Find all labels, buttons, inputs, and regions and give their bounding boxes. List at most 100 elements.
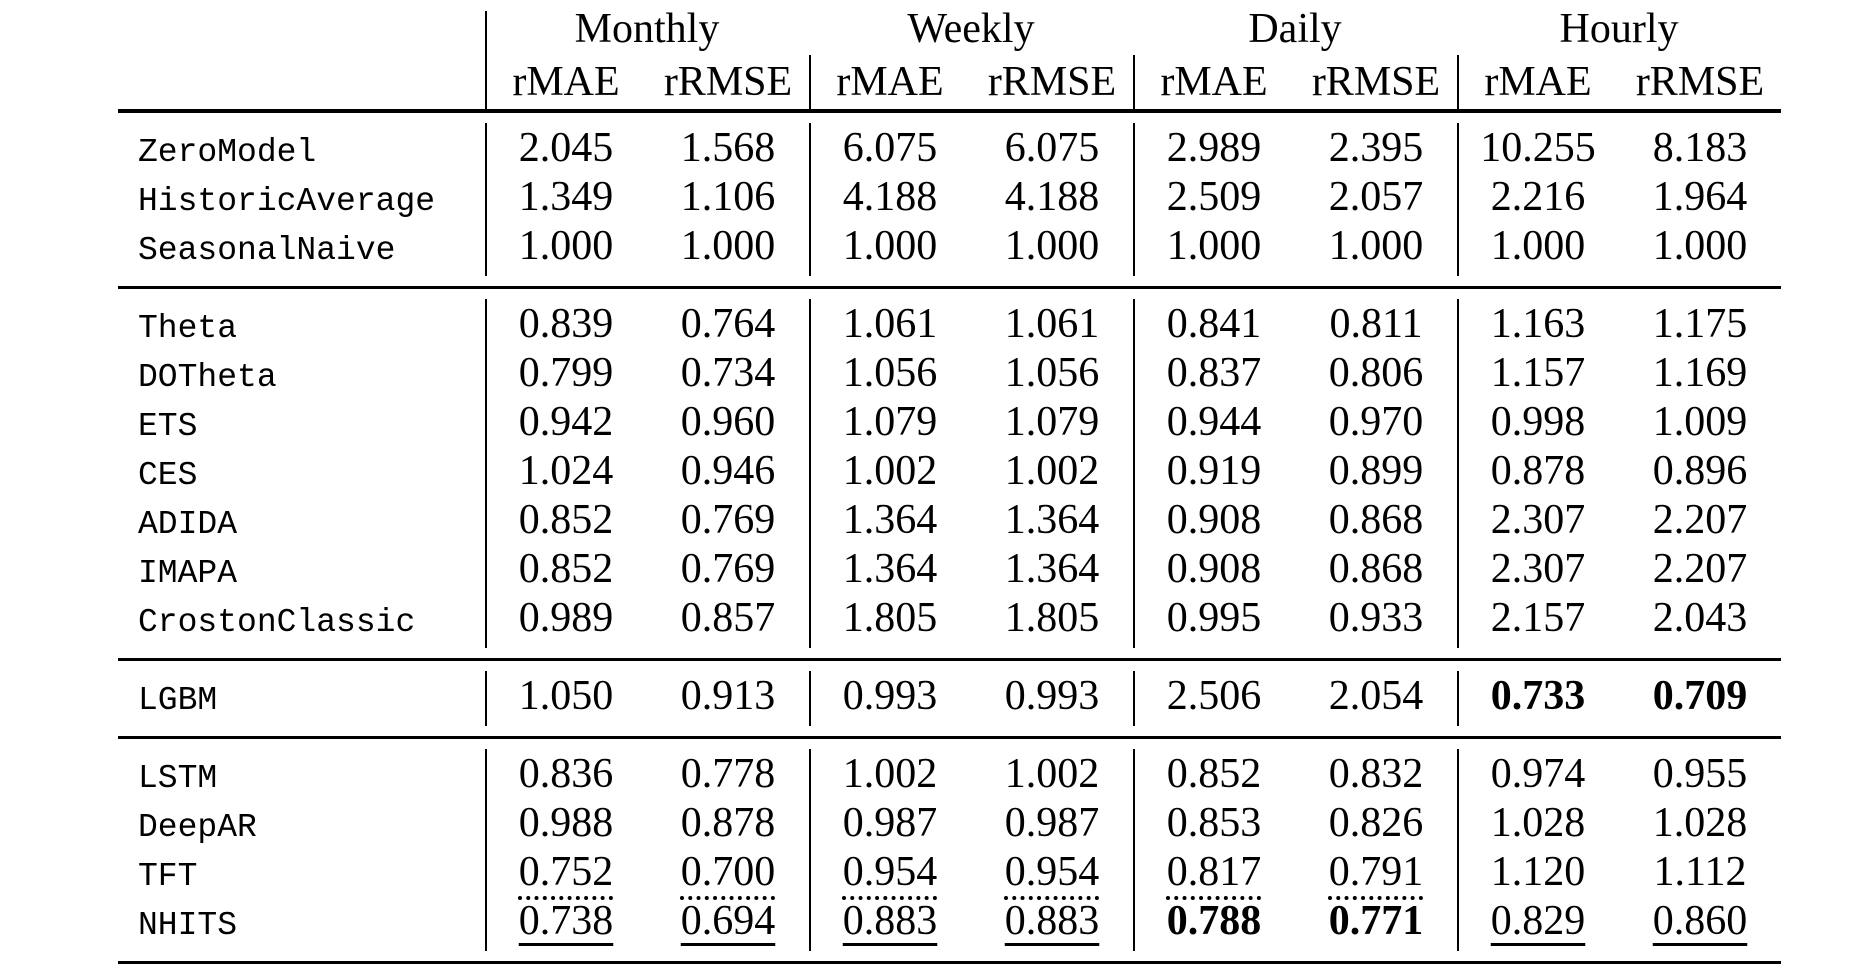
value: 0.913 [680, 673, 776, 719]
second-best-value: 0.694 [680, 898, 776, 944]
value: 0.811 [1329, 301, 1423, 347]
metric-header-hourly-rrmse: rRMSE [1635, 59, 1765, 105]
value: 0.919 [1166, 448, 1262, 494]
value-cell: 1.157 [1457, 351, 1619, 400]
value-cell: 1.050 [485, 659, 647, 738]
value: 1.169 [1652, 350, 1748, 396]
metric-header-monthly-rrmse: rRMSE [663, 59, 793, 105]
value-cell: 2.307 [1457, 547, 1619, 596]
value-cell: 2.043 [1619, 596, 1781, 660]
value-cell: 0.960 [647, 400, 809, 449]
value: 1.000 [1166, 223, 1262, 269]
third-best-value: 0.954 [842, 849, 938, 895]
value-cell: 2.395 [1295, 111, 1457, 175]
value-cell: 0.878 [1457, 449, 1619, 498]
model-name: TimeGPT [118, 963, 485, 971]
value: 1.568 [680, 125, 776, 171]
value-cell: 2.207 [1619, 498, 1781, 547]
value: 0.974 [1490, 751, 1586, 797]
value-cell: 2.307 [1457, 498, 1619, 547]
model-row: ETS 0.942 0.960 1.079 1.079 0.944 0.970 0.998 1.… [118, 400, 1781, 449]
value: 1.349 [518, 174, 614, 220]
value-cell: 0.685 [647, 963, 809, 971]
value-cell: 0.852 [485, 547, 647, 596]
model-row: ADIDA 0.852 0.769 1.364 1.364 0.908 0.868 2.307… [118, 498, 1781, 547]
value-cell: 4.188 [809, 175, 971, 224]
value: 0.734 [680, 350, 776, 396]
value: 0.908 [1166, 546, 1262, 592]
value-cell: 0.733 [1457, 659, 1619, 738]
value: 1.112 [1653, 849, 1747, 895]
value-cell: 0.852 [485, 498, 647, 547]
value: 1.805 [1004, 595, 1100, 641]
value-cell: 0.799 [485, 351, 647, 400]
table-section-1: ZeroModel 2.045 1.568 6.075 6.075 2.989 2.395 1… [118, 111, 1781, 288]
value-cell: 0.734 [647, 351, 809, 400]
model-row: CrostonClassic 0.989 0.857 1.805 1.805 0.995 0… [118, 596, 1781, 660]
metric-header-weekly-rrmse: rRMSE [987, 59, 1117, 105]
value-cell: 0.860 [1619, 899, 1781, 963]
value-cell: 1.002 [971, 449, 1133, 498]
model-name: NHITS [138, 907, 238, 944]
value: 1.028 [1490, 800, 1586, 846]
metric-header-monthly-rmae: rMAE [485, 55, 647, 111]
value: 0.769 [680, 497, 776, 543]
value: 0.933 [1328, 595, 1424, 641]
value: 1.079 [842, 399, 938, 445]
value-cell: 0.913 [647, 660, 809, 738]
benchmark-results-table: Monthly Weekly Daily Hourly rMAE rRMSE r… [118, 3, 1781, 971]
value: 2.395 [1328, 125, 1424, 171]
value-cell: 1.079 [809, 400, 971, 449]
value-cell: 0.788 [1133, 899, 1295, 963]
metric-header-daily-rmae: rMAE [1133, 55, 1295, 111]
value-cell: 1.028 [1619, 801, 1781, 850]
table-section-2: Theta 0.839 0.764 1.061 1.061 0.841 0.811 1.163… [118, 287, 1781, 660]
value: 2.506 [1166, 673, 1262, 719]
value-cell: 10.255 [1457, 111, 1619, 175]
value-cell: 0.883 [809, 899, 971, 963]
value-cell: 2.216 [1457, 175, 1619, 224]
value-cell: 1.000 [971, 224, 1133, 288]
value: 1.805 [842, 595, 938, 641]
value-cell: 0.832 [1295, 738, 1457, 802]
value: 0.799 [518, 350, 614, 396]
value: 2.216 [1490, 174, 1586, 220]
second-best-value: 0.738 [518, 898, 614, 944]
model-row: Theta 0.839 0.764 1.061 1.061 0.841 0.811 1.163… [118, 287, 1781, 352]
value: 1.000 [1652, 223, 1748, 269]
value: 1.120 [1490, 849, 1586, 895]
value-cell: 0.709 [1619, 660, 1781, 738]
value: 1.364 [842, 546, 938, 592]
value: 0.769 [680, 546, 776, 592]
value: 0.841 [1166, 301, 1262, 347]
value-cell: 0.852 [1133, 737, 1295, 801]
value-cell: 0.955 [1619, 738, 1781, 802]
value-cell: 0.806 [1295, 351, 1457, 400]
value-cell: 0.811 [1295, 288, 1457, 352]
value-cell: 0.878 [647, 801, 809, 850]
value-cell: 0.946 [647, 449, 809, 498]
value-cell: 0.868 [1295, 547, 1457, 596]
value: 4.188 [842, 174, 938, 220]
group-header-daily: Daily [1248, 6, 1342, 52]
value-cell: 1.024 [485, 449, 647, 498]
value-cell: 1.000 [1295, 224, 1457, 288]
value: 1.157 [1490, 350, 1586, 396]
group-header-weekly: Weekly [907, 6, 1035, 52]
value: 1.061 [1004, 301, 1100, 347]
metric-header-daily-rrmse: rRMSE [1311, 59, 1441, 105]
value: 6.075 [842, 125, 938, 171]
value-cell: 0.933 [1295, 596, 1457, 660]
value: 0.852 [518, 546, 614, 592]
value: 1.000 [518, 223, 614, 269]
value: 1.002 [842, 448, 938, 494]
value: 0.806 [1328, 350, 1424, 396]
model-name: CrostonClassic [138, 604, 416, 641]
value-cell: 1.964 [1619, 175, 1781, 224]
value-cell: 0.780 [1295, 963, 1457, 971]
value-cell: 0.944 [1133, 400, 1295, 449]
value-cell: 1.061 [809, 287, 971, 351]
value: 2.043 [1652, 595, 1748, 641]
value-cell: 0.908 [1133, 498, 1295, 547]
